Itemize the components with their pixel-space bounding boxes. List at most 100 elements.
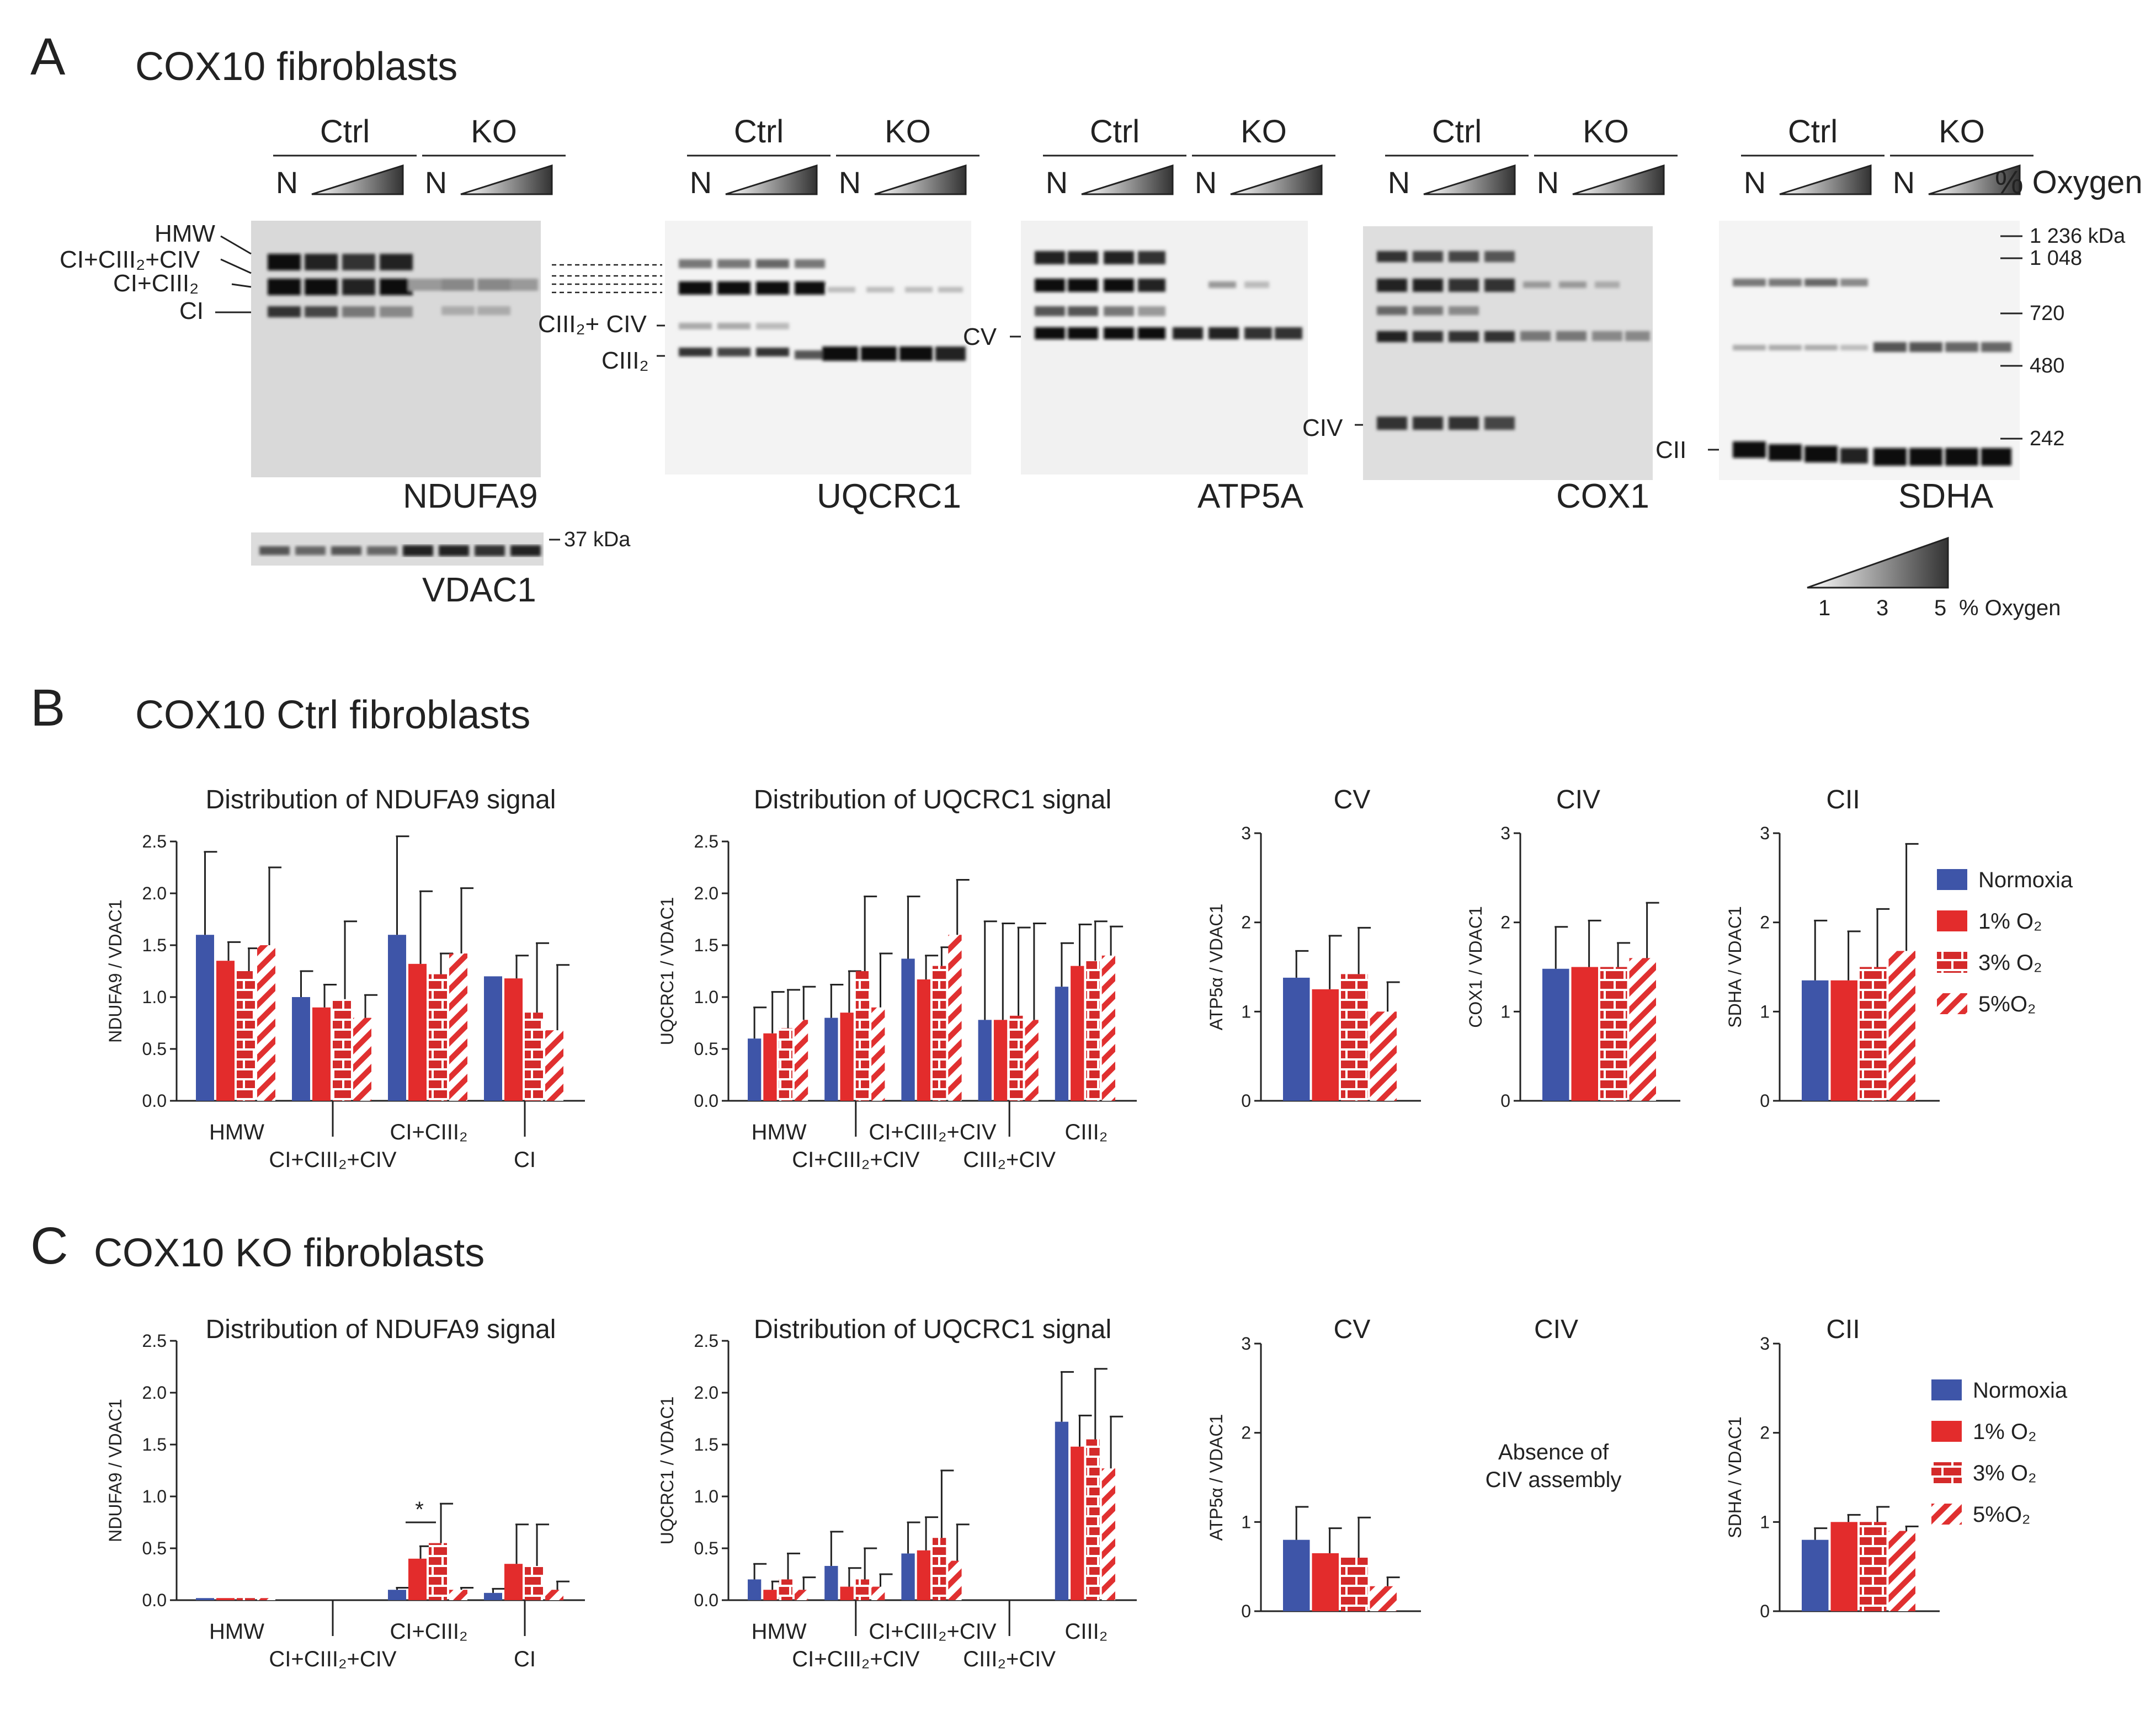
group-label-ko: KO — [1939, 114, 1985, 150]
bar-HMW-0 — [748, 1038, 762, 1101]
panel-a-letter: A — [30, 28, 66, 86]
bar-CICIII-1 — [408, 963, 427, 1101]
legend-label-3: 5%O₂ — [1978, 992, 2036, 1016]
y-tick-label: 2.0 — [694, 1383, 718, 1403]
bar-HMW-3 — [257, 945, 275, 1101]
bar--3 — [1888, 951, 1915, 1101]
lane-normoxia-ko: N — [1195, 165, 1217, 200]
bar--2 — [1860, 1522, 1887, 1611]
oxygen-wedge-ctrl — [725, 164, 818, 195]
panel-c-letter: C — [30, 1217, 68, 1275]
y-tick-label: 0.5 — [694, 1538, 718, 1558]
chart-c1: Distribution of NDUFA9 signal 0.0 0.5 1.0 1.… — [105, 1315, 585, 1671]
blot-cox1 — [1363, 226, 1653, 480]
chart-c5: CII 0 1 2 3 SDHA / VDAC1 — [1725, 1315, 1940, 1621]
mw-1048: 1 048 — [2030, 247, 2082, 270]
bar-CICIIICIV-3 — [353, 1017, 371, 1101]
bar-CICIII-2 — [429, 974, 447, 1101]
y-tick-label: 1 — [1760, 1001, 1770, 1021]
legend-swatch-1 — [1931, 1421, 1962, 1442]
legend-panel-c: Normoxia 1% O₂ 3% O₂ 5%O₂ — [1931, 1378, 2068, 1527]
category-label: HMW — [209, 1120, 264, 1144]
y-tick-label: 3 — [1241, 823, 1251, 843]
band-label-ci: CI — [179, 297, 204, 324]
chart-title: Distribution of UQCRC1 signal — [754, 1315, 1111, 1344]
panel-b-letter: B — [30, 679, 65, 737]
mw-720: 720 — [2030, 302, 2064, 325]
lane-normoxia-ctrl: N — [1388, 165, 1410, 200]
group-label-ctrl: Ctrl — [1432, 114, 1482, 150]
blot-ndufa9 — [251, 221, 541, 477]
band-label-cv: CV — [963, 323, 997, 350]
bar-CIIICIV-0 — [978, 1020, 992, 1101]
oxygen-header-label: % Oxygen — [1995, 164, 2143, 200]
blot-name-sdha: SDHA — [1898, 477, 1994, 515]
bar-CICIIICIV-0 — [901, 1553, 915, 1600]
oxygen-tick-5: 5 — [1934, 596, 1946, 620]
y-tick-label: 3 — [1760, 1334, 1770, 1354]
bar-CICIII-3 — [449, 1590, 467, 1600]
legend-swatch-2 — [1931, 1462, 1962, 1483]
y-tick-label: 0.0 — [142, 1590, 167, 1610]
legend-swatch-2 — [1937, 952, 1967, 973]
chart-c4: CIV — [1534, 1315, 1578, 1344]
mw-480: 480 — [2030, 354, 2064, 377]
bar-CICIIICIV-2 — [855, 1579, 870, 1600]
civ-absent-note-line2: CIV assembly — [1486, 1468, 1622, 1492]
chart-b4: CIV 0 1 2 3 COX1 / VDAC1 — [1466, 785, 1680, 1111]
bar--1 — [1312, 1553, 1339, 1611]
category-label: CI+CIII₂+CIV — [269, 1148, 396, 1172]
bar-HMW-2 — [237, 971, 255, 1101]
y-tick-label: 0 — [1760, 1091, 1770, 1111]
y-tick-label: 0 — [1760, 1601, 1770, 1621]
bar-CIII-2 — [1086, 1439, 1100, 1600]
y-tick-label: 2 — [1241, 1423, 1251, 1443]
bar-CICIII-3 — [449, 953, 467, 1101]
chart-title: Distribution of UQCRC1 signal — [754, 785, 1111, 814]
bar-CICIIICIV-2 — [933, 966, 946, 1101]
bar--1 — [1830, 1522, 1857, 1611]
bar-CI-3 — [545, 1030, 563, 1101]
bar-CICIIICIV-1 — [840, 1586, 854, 1600]
bar-CIIICIV-1 — [993, 1020, 1008, 1101]
bar-CICIIICIV-0 — [824, 1565, 838, 1600]
bar-CICIIICIV-1 — [312, 1007, 331, 1101]
chart-b1: Distribution of NDUFA9 signal 0.0 0.5 1.0 1.… — [105, 785, 585, 1172]
y-axis-label: NDUFA9 / VDAC1 — [105, 1399, 125, 1542]
y-axis-label: COX1 / VDAC1 — [1466, 906, 1486, 1028]
oxygen-gradient-wedge — [1807, 536, 1949, 589]
bar--0 — [1283, 1539, 1310, 1611]
y-tick-label: 0.0 — [694, 1091, 718, 1111]
bar-HMW-1 — [763, 1590, 777, 1600]
bar-CICIII-1 — [408, 1558, 427, 1600]
bar--2 — [1341, 974, 1368, 1101]
chart-title: Distribution of NDUFA9 signal — [206, 1315, 556, 1344]
bar--0 — [1802, 980, 1829, 1101]
chart-b5: CII 0 1 2 3 SDHA / VDAC1 — [1725, 785, 1940, 1111]
bar-CIII-1 — [1071, 966, 1084, 1101]
y-tick-label: 1.5 — [142, 1435, 167, 1454]
bar-CI-1 — [504, 978, 523, 1101]
bar-CICIIICIV-1 — [840, 1013, 854, 1101]
oxygen-wedge-ko — [460, 164, 553, 195]
mw-242: 242 — [2030, 427, 2064, 450]
blot-name-vdac1: VDAC1 — [422, 571, 536, 609]
panel-c-title: COX10 KO fibroblasts — [94, 1231, 485, 1275]
y-tick-label: 0.5 — [142, 1039, 167, 1059]
y-tick-label: 2.5 — [694, 1331, 718, 1351]
y-tick-label: 1.5 — [694, 935, 718, 955]
bar-CICIII-0 — [388, 935, 406, 1101]
band-label-hmw: HMW — [155, 220, 215, 247]
band-label-leaders — [215, 235, 1719, 451]
blot-name-cox1: COX1 — [1556, 477, 1649, 515]
legend-swatch-3 — [1937, 993, 1967, 1014]
bar-CICIII-0 — [388, 1590, 406, 1600]
y-tick-label: 2.0 — [142, 883, 167, 903]
mw-37kda: 37 kDa — [564, 528, 631, 551]
group-label-ko: KO — [885, 114, 931, 150]
bar-HMW-1 — [763, 1033, 777, 1101]
bar-CICIIICIV-3 — [871, 1007, 885, 1101]
category-label: CIII₂+CIV — [963, 1647, 1056, 1671]
y-tick-label: 1 — [1500, 1001, 1510, 1021]
bar-CICIII-2 — [429, 1543, 447, 1600]
